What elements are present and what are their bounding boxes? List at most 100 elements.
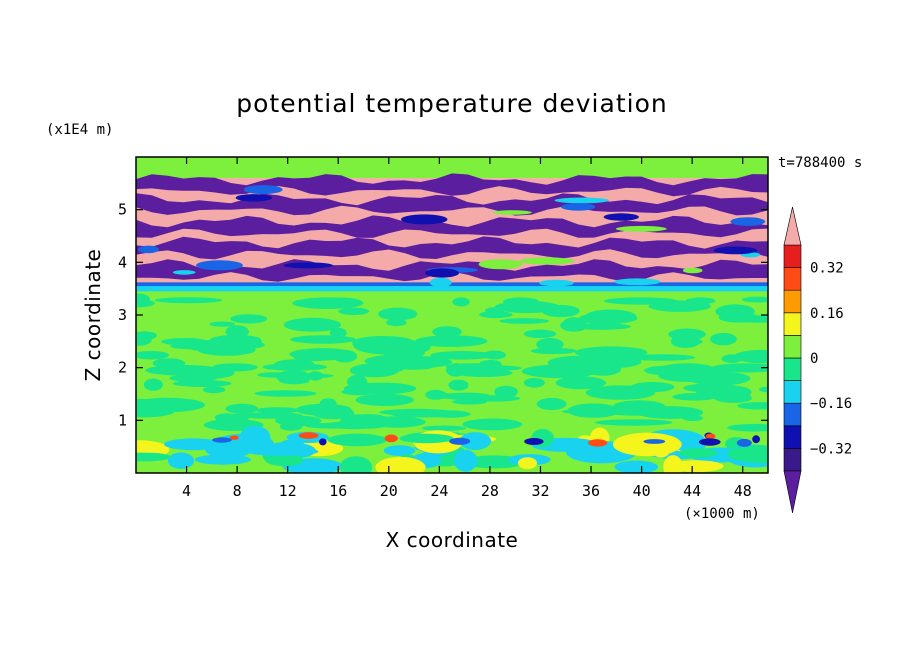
x-tick-label: 44 bbox=[683, 482, 701, 500]
colorbar-segment bbox=[783, 312, 802, 336]
x-unit-label: (×1000 m) bbox=[684, 506, 760, 522]
field-patch bbox=[727, 423, 768, 432]
colorbar-segment bbox=[783, 380, 802, 404]
field-patch bbox=[478, 259, 523, 270]
field-patch bbox=[143, 378, 163, 391]
field-patch bbox=[136, 334, 152, 346]
field-patch bbox=[536, 338, 564, 351]
field-patch bbox=[343, 382, 417, 395]
field-patch bbox=[727, 445, 768, 463]
field-patch bbox=[453, 449, 478, 472]
field-patch bbox=[136, 452, 172, 462]
field-patch bbox=[721, 354, 743, 364]
field-patch bbox=[614, 460, 659, 473]
field-patch bbox=[705, 368, 731, 376]
x-tick-label: 32 bbox=[531, 482, 549, 500]
field-patch bbox=[539, 279, 574, 287]
colorbar-bottom-arrow bbox=[783, 470, 802, 514]
y-tick-label: 4 bbox=[118, 253, 127, 271]
field-patch bbox=[759, 386, 768, 393]
field-patch bbox=[212, 437, 232, 443]
field-patch bbox=[567, 403, 620, 418]
contour-field bbox=[136, 157, 768, 473]
colorbar-segment bbox=[783, 244, 802, 268]
field-patch bbox=[355, 393, 415, 406]
field-patch bbox=[283, 317, 341, 332]
field-patch bbox=[560, 203, 596, 211]
colorbar-segment bbox=[783, 289, 802, 314]
field-patch bbox=[235, 194, 273, 202]
field-patch bbox=[679, 448, 718, 458]
field-band-top bbox=[136, 157, 768, 179]
field-patch bbox=[524, 438, 544, 445]
field-patch bbox=[225, 403, 259, 414]
x-axis-label: X coordinate bbox=[386, 528, 519, 552]
field-patch bbox=[136, 293, 150, 305]
field-patch bbox=[494, 385, 518, 398]
field-patch bbox=[375, 456, 426, 473]
field-patch bbox=[499, 318, 549, 324]
colorbar-label: −0.16 bbox=[810, 396, 852, 412]
field-patch bbox=[603, 297, 678, 305]
field-patch bbox=[386, 319, 407, 327]
field-patch bbox=[523, 378, 545, 388]
field-patch bbox=[696, 384, 752, 400]
field-patch bbox=[192, 339, 265, 351]
field-stratum bbox=[136, 193, 768, 216]
colorbar-segment bbox=[783, 448, 802, 472]
field-patch bbox=[578, 312, 638, 324]
field-patch bbox=[462, 418, 523, 431]
y-tick-label: 1 bbox=[118, 411, 127, 429]
field-patch bbox=[448, 379, 469, 391]
field-stratum bbox=[136, 215, 768, 238]
field-patch bbox=[225, 325, 249, 339]
field-patch bbox=[399, 433, 454, 444]
field-band-strip-edge bbox=[136, 282, 768, 287]
field-patch bbox=[364, 354, 431, 368]
field-patch bbox=[459, 432, 492, 450]
field-patch bbox=[136, 350, 169, 360]
field-patch bbox=[674, 338, 703, 346]
field-patch bbox=[541, 304, 580, 318]
colorbar-segment bbox=[783, 402, 802, 427]
field-patch bbox=[196, 260, 243, 271]
colorbar-label: 0.32 bbox=[810, 261, 844, 277]
field-patch bbox=[229, 435, 239, 440]
field-patch bbox=[668, 328, 706, 341]
field-patch bbox=[612, 432, 682, 457]
field-patch bbox=[452, 297, 470, 307]
chart-title: potential temperature deviation bbox=[236, 89, 667, 118]
field-patch bbox=[588, 439, 608, 447]
x-tick-label: 48 bbox=[734, 482, 752, 500]
field-patch bbox=[237, 412, 304, 419]
field-patch bbox=[400, 214, 448, 225]
field-patch bbox=[523, 329, 557, 339]
field-patch bbox=[421, 425, 466, 431]
colorbar-label: 0.16 bbox=[810, 306, 844, 322]
time-label: t=788400 s bbox=[778, 155, 862, 171]
field-patch bbox=[575, 346, 648, 359]
y-tick-label: 2 bbox=[118, 359, 127, 377]
field-patch bbox=[554, 197, 609, 204]
field-patch bbox=[572, 323, 631, 330]
field-patch bbox=[202, 386, 226, 394]
field-patch bbox=[262, 363, 328, 371]
field-patch bbox=[737, 402, 768, 410]
field-patch bbox=[230, 314, 268, 324]
field-patch bbox=[327, 433, 387, 447]
field-patch bbox=[283, 262, 333, 269]
field-patch bbox=[209, 321, 236, 327]
field-patch bbox=[589, 355, 642, 369]
field-patch bbox=[298, 432, 319, 439]
field-patch bbox=[547, 368, 611, 375]
field-patch bbox=[705, 433, 716, 439]
field-patch bbox=[432, 326, 462, 338]
field-patch bbox=[425, 268, 460, 278]
x-tick-label: 8 bbox=[233, 482, 242, 500]
colorbar: 0.32 0.16 0 −0.16 −0.32 bbox=[783, 206, 852, 514]
field-patch bbox=[663, 455, 683, 473]
field-patch bbox=[603, 213, 639, 221]
field-patch bbox=[698, 438, 721, 446]
field-patch bbox=[710, 332, 737, 346]
